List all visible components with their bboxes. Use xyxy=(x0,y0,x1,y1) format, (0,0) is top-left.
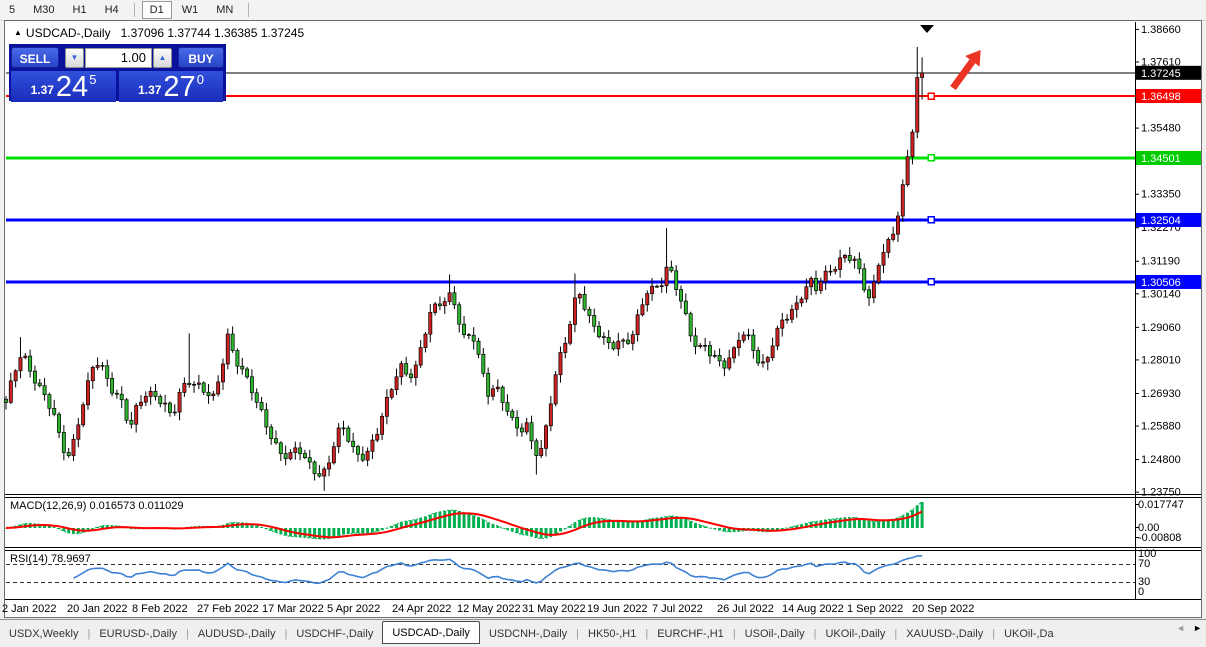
timeframe-button-d1[interactable]: D1 xyxy=(141,1,172,19)
sell-button[interactable]: SELL xyxy=(11,47,59,68)
tab-scroll-right-icon[interactable]: ► xyxy=(1193,623,1202,633)
ask-price-sup-digit: 0 xyxy=(196,72,204,87)
tab-separator: | xyxy=(645,627,649,640)
timeframe-button-h4[interactable]: H4 xyxy=(104,4,119,16)
tab-ukoil-da[interactable]: UKOil-,Da xyxy=(1004,627,1054,640)
timeframe-button-5[interactable]: 5 xyxy=(9,4,16,16)
bid-price-sup-digit: 5 xyxy=(89,72,97,87)
toolbar-separator xyxy=(133,3,135,17)
timeframe-button-w1[interactable]: W1 xyxy=(181,4,199,16)
tab-usdcnh-daily[interactable]: USDCNH-,Daily xyxy=(488,627,568,640)
timeframe-button-mn[interactable]: MN xyxy=(216,4,234,16)
tab-separator: | xyxy=(813,627,817,640)
tab-usdx-weekly[interactable]: USDX,Weekly xyxy=(9,627,79,640)
tab-xauusd-daily[interactable]: XAUUSD-,Daily xyxy=(906,627,984,640)
tab-scroll-arrows: ◄ ► xyxy=(1176,623,1202,633)
toolbar-separator xyxy=(248,3,250,17)
tab-scroll-left-icon[interactable]: ◄ xyxy=(1176,623,1186,633)
volume-decrease-button[interactable]: ▼ xyxy=(65,47,84,68)
tab-eurchf-h1[interactable]: EURCHF-,H1 xyxy=(657,627,724,640)
timeframe-button-h1[interactable]: H1 xyxy=(72,4,87,16)
one-click-trade-panel: SELL ▼ ▲ BUY 1.37 24 5 1.37 27 0 xyxy=(9,44,226,102)
macd-indicator-label: MACD(12,26,9) 0.016573 0.011029 xyxy=(10,500,184,512)
rsi-indicator-label: RSI(14) 78.9697 xyxy=(10,553,91,565)
chart-symbol-label: USDCAD-,Daily xyxy=(25,26,111,40)
timeframe-toolbar: 5 M30 H1 H4 D1 W1 MN xyxy=(0,0,1206,21)
ask-price-prefix: 1.37 xyxy=(138,83,162,97)
tab-separator: | xyxy=(185,627,189,640)
tab-separator: | xyxy=(284,627,288,640)
tab-separator: | xyxy=(732,627,736,640)
bid-price-prefix: 1.37 xyxy=(30,83,54,97)
tab-separator: | xyxy=(87,627,91,640)
chart-window[interactable] xyxy=(4,20,1202,618)
tab-separator: | xyxy=(576,627,580,640)
tab-eurusd-daily[interactable]: EURUSD-,Daily xyxy=(99,627,177,640)
volume-input[interactable] xyxy=(85,47,152,68)
tab-ukoil-daily[interactable]: UKOil-,Daily xyxy=(825,627,886,640)
timeframe-button-m30[interactable]: M30 xyxy=(33,4,55,16)
tab-separator: | xyxy=(992,627,996,640)
bid-price-display[interactable]: 1.37 24 5 xyxy=(11,71,116,102)
tab-hk50-h1[interactable]: HK50-,H1 xyxy=(588,627,637,640)
tab-usoil-daily[interactable]: USOil-,Daily xyxy=(744,627,805,640)
tab-separator: | xyxy=(894,627,898,640)
ask-price-big-digits: 27 xyxy=(163,71,196,103)
symbol-tab-bar: USDX,Weekly | EURUSD-,Daily | AUDUSD-,Daily |… xyxy=(0,619,1206,647)
chart-title: ▲ USDCAD-,Daily 1.37096 1.37744 1.36385 1.… xyxy=(14,26,304,40)
tab-audusd-daily[interactable]: AUDUSD-,Daily xyxy=(197,627,276,640)
tab-usdchf-daily[interactable]: USDCHF-,Daily xyxy=(296,627,374,640)
chart-ohlc-values: 1.37096 1.37744 1.36385 1.37245 xyxy=(120,26,305,40)
tab-usdcad-daily[interactable]: USDCAD-,Daily xyxy=(382,620,480,644)
collapse-arrow-icon[interactable]: ▲ xyxy=(14,28,22,37)
bid-price-big-digits: 24 xyxy=(55,71,89,103)
ask-price-display[interactable]: 1.37 27 0 xyxy=(119,71,223,102)
buy-button[interactable]: BUY xyxy=(178,47,224,68)
volume-increase-button[interactable]: ▲ xyxy=(153,47,172,68)
